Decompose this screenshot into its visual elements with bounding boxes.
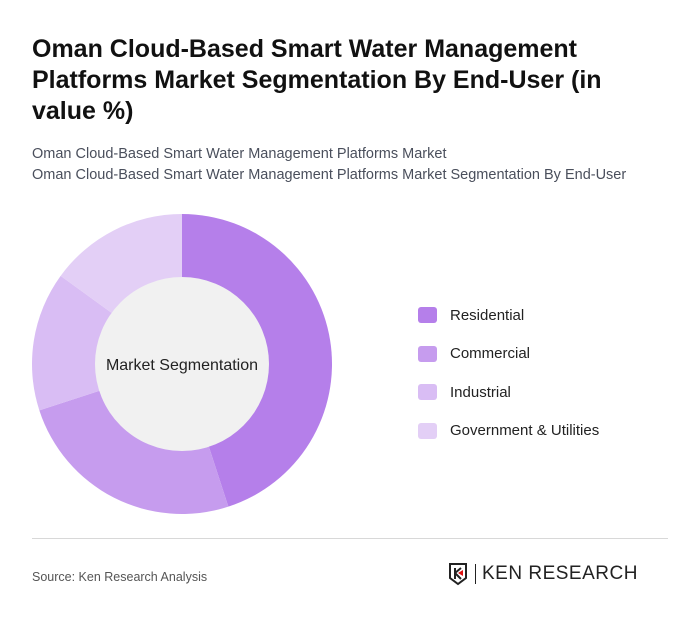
legend-swatch: [418, 307, 437, 324]
legend-swatch: [418, 422, 437, 439]
chart-subtitle-1: Oman Cloud-Based Smart Water Management …: [32, 146, 447, 162]
chart-title: Oman Cloud-Based Smart Water Management …: [32, 35, 602, 125]
legend: Residential Commercial Industrial Govern…: [418, 296, 599, 450]
source-text: Source: Ken Research Analysis: [32, 570, 208, 584]
legend-label: Commercial: [450, 345, 531, 363]
donut-chart: Market Segmentation: [32, 214, 333, 514]
legend-swatch: [418, 345, 437, 362]
legend-item-government: Government & Utilities: [418, 412, 599, 451]
legend-item-industrial: Industrial: [418, 373, 599, 412]
legend-label: Residential: [450, 306, 525, 324]
chart-subtitle-2: Oman Cloud-Based Smart Water Management …: [32, 167, 627, 183]
donut-center: [95, 277, 269, 451]
ken-research-logo: KEN RESEARCH: [448, 562, 638, 586]
legend-item-commercial: Commercial: [418, 335, 599, 374]
center-label: Market Segmentation: [106, 357, 258, 374]
legend-swatch: [418, 384, 437, 401]
legend-label: Industrial: [450, 383, 511, 401]
logo-text: KEN RESEARCH: [482, 563, 638, 584]
legend-item-residential: Residential: [418, 296, 599, 335]
logo-icon: [449, 563, 467, 586]
divider: [32, 538, 668, 539]
legend-label: Government & Utilities: [450, 422, 600, 440]
